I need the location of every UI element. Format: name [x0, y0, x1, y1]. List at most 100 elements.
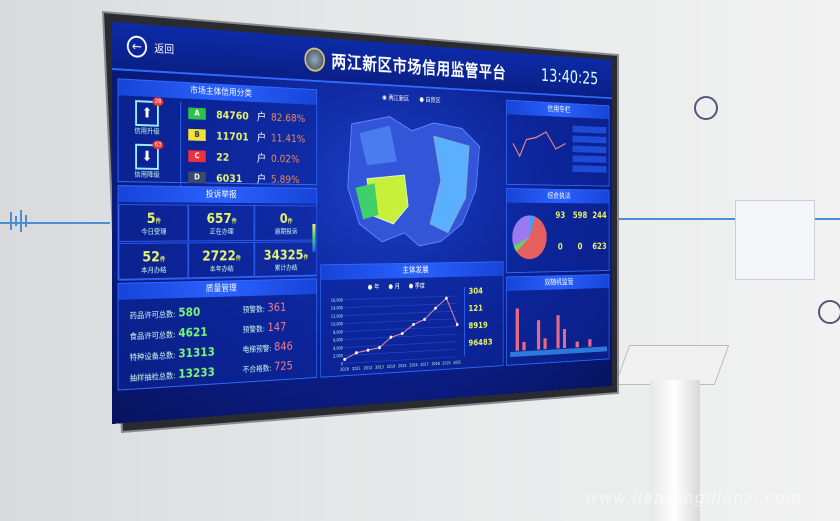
dev-stat-value: 96483: [468, 338, 492, 349]
stat-unit: 件: [160, 256, 165, 263]
title-text: 两江新区市场信用监管平台: [331, 48, 506, 84]
legend-liangjiang[interactable]: ◉ 两江新区: [382, 93, 409, 103]
enforce-value: 623: [590, 241, 609, 252]
kiosk-top: [615, 345, 730, 385]
gridline: [345, 349, 458, 355]
tab-month[interactable]: ● 月: [388, 282, 399, 291]
quality-value: 361: [267, 301, 286, 315]
dashboard-screen: ← 返回 两江新区市场信用监管平台 13:40:25 市场主体信用分类 ⬆ 28 信…: [112, 22, 612, 424]
complaint-stat[interactable]: 0件 逾期投诉: [254, 205, 317, 241]
data-point: [355, 351, 358, 354]
gridline: [345, 326, 458, 331]
stat-label: 正在办理: [189, 227, 253, 237]
enforce-stat[interactable]: 93: [551, 210, 570, 221]
legend-ftz[interactable]: ● 自贸区: [419, 95, 440, 105]
enforce-stat[interactable]: 623: [590, 241, 609, 252]
enforce-stat[interactable]: 244: [590, 210, 609, 221]
arrow-down-icon: ⬇ 63: [135, 144, 159, 170]
quality-label: 抽样抽检总数:: [130, 371, 176, 383]
panel-title: 综合执法: [507, 189, 609, 204]
mini-chart-line: [513, 131, 565, 158]
panel-title: 投诉举报: [119, 186, 317, 204]
random-inspection-panel: 双随机监管: [506, 274, 609, 366]
quality-panel: 质量管理 药品许可总数: 580 预警数: 361 食品许可总数: 4621 预警数: 147…: [118, 278, 318, 390]
downgrade-button[interactable]: ⬇ 63 信用降级: [131, 144, 162, 180]
stat-value: 2722件: [189, 249, 253, 265]
stat-label: 逾期投诉: [255, 227, 316, 237]
list-item[interactable]: [572, 155, 606, 163]
tab-quarter[interactable]: ● 季度: [409, 281, 425, 290]
inspection-bar-chart: [510, 293, 607, 364]
grade-percent: 5.89%: [271, 173, 300, 186]
development-line-chart: 02,0004,0006,0008,00010,00012,00014,0001…: [323, 291, 461, 378]
grade-percent: 82.68%: [271, 111, 305, 125]
stat-label: 今日受理: [119, 227, 187, 237]
grade-tag: B: [188, 129, 206, 141]
panel-title: 信用专栏: [507, 101, 609, 120]
data-point: [412, 323, 415, 326]
x-tick-label: 2015: [398, 363, 407, 369]
grade-count: 22: [216, 150, 252, 163]
enforce-value: 93: [551, 210, 570, 221]
data-point: [378, 346, 381, 349]
data-point: [401, 332, 404, 335]
district-map: [320, 86, 503, 261]
quality-label: 食品许可总数:: [130, 330, 176, 341]
list-item[interactable]: [572, 165, 606, 172]
development-panel: 主体发展 ● 年 ● 月 ● 季度 0 2,000 4,000 6,000 8,000 1…: [320, 261, 503, 377]
quality-item: 药品许可总数: 580: [130, 305, 201, 321]
stat-label: 本月办结: [119, 265, 187, 276]
quality-value: 4621: [178, 325, 207, 340]
dev-stat-value: 121: [468, 304, 482, 314]
map-scale-bar: [312, 224, 315, 252]
inspection-bars: [516, 306, 592, 351]
enforce-value: 0: [551, 241, 570, 252]
credit-row[interactable]: C 22 户 0.02%: [188, 145, 305, 169]
grade-tag: A: [188, 107, 206, 119]
stat-value: 5件: [119, 211, 187, 227]
quality-value: 725: [274, 359, 293, 373]
enforcement-panel: 综合执法 93 598 244 0 0 623: [506, 188, 609, 273]
complaint-stat[interactable]: 2722件 本年办结: [188, 242, 254, 279]
quality-value: 31313: [178, 345, 215, 360]
map-area: ◉ 两江新区 ● 自贸区: [320, 86, 503, 261]
y-tick-label: 4,000: [333, 346, 343, 352]
quality-warning: 电梯预警: 846: [243, 339, 293, 355]
grade-unit: 户: [257, 171, 266, 186]
list-item[interactable]: [572, 126, 606, 134]
dev-stats: 304 121 8919 96483: [464, 286, 492, 356]
dev-stat-value: 8919: [468, 321, 487, 331]
back-label: 返回: [154, 40, 174, 57]
complaint-stat[interactable]: 52件 本月办结: [119, 242, 189, 280]
enforce-stat[interactable]: 598: [571, 210, 590, 221]
credit-column-panel: 信用专栏: [506, 100, 609, 187]
list-item[interactable]: [572, 145, 606, 153]
data-point: [423, 318, 426, 321]
complaint-stat[interactable]: 657件 正在办理: [188, 205, 254, 242]
quality-label: 电梯预警:: [243, 344, 272, 354]
data-point: [434, 307, 437, 310]
stat-number: 34325: [264, 248, 304, 263]
stat-unit: 件: [232, 218, 237, 225]
arrow-up-icon: ⬆ 28: [135, 100, 159, 127]
enforce-stat[interactable]: 0: [571, 241, 590, 252]
page-title: 两江新区市场信用监管平台: [304, 46, 506, 84]
x-tick-label: 2018: [431, 361, 439, 367]
x-tick-label: 2020: [453, 360, 461, 366]
arrow-left-icon: ←: [127, 35, 147, 58]
quality-value: 846: [274, 339, 293, 353]
upgrade-button[interactable]: ⬆ 28 信用升级: [131, 100, 162, 137]
back-button[interactable]: ← 返回: [127, 35, 174, 60]
list-item[interactable]: [572, 136, 606, 144]
complaint-stat[interactable]: 5件 今日受理: [119, 204, 189, 242]
complaint-stat[interactable]: 34325件 累计办结: [254, 241, 317, 277]
x-tick-label: 2017: [420, 362, 428, 368]
complaints-panel: 投诉举报 5件 今日受理 657件 正在办理 0件 逾期投诉 52件 本月办结 2722件 本年办…: [118, 185, 318, 280]
grade-unit: 户: [257, 150, 266, 165]
tab-year[interactable]: ● 年: [368, 282, 380, 291]
quality-label: 预警数:: [243, 325, 265, 334]
enforcement-pie-chart: [510, 208, 550, 267]
grade-unit: 户: [257, 129, 266, 144]
enforce-stat[interactable]: 0: [551, 241, 570, 252]
x-tick-label: 2016: [409, 363, 418, 369]
